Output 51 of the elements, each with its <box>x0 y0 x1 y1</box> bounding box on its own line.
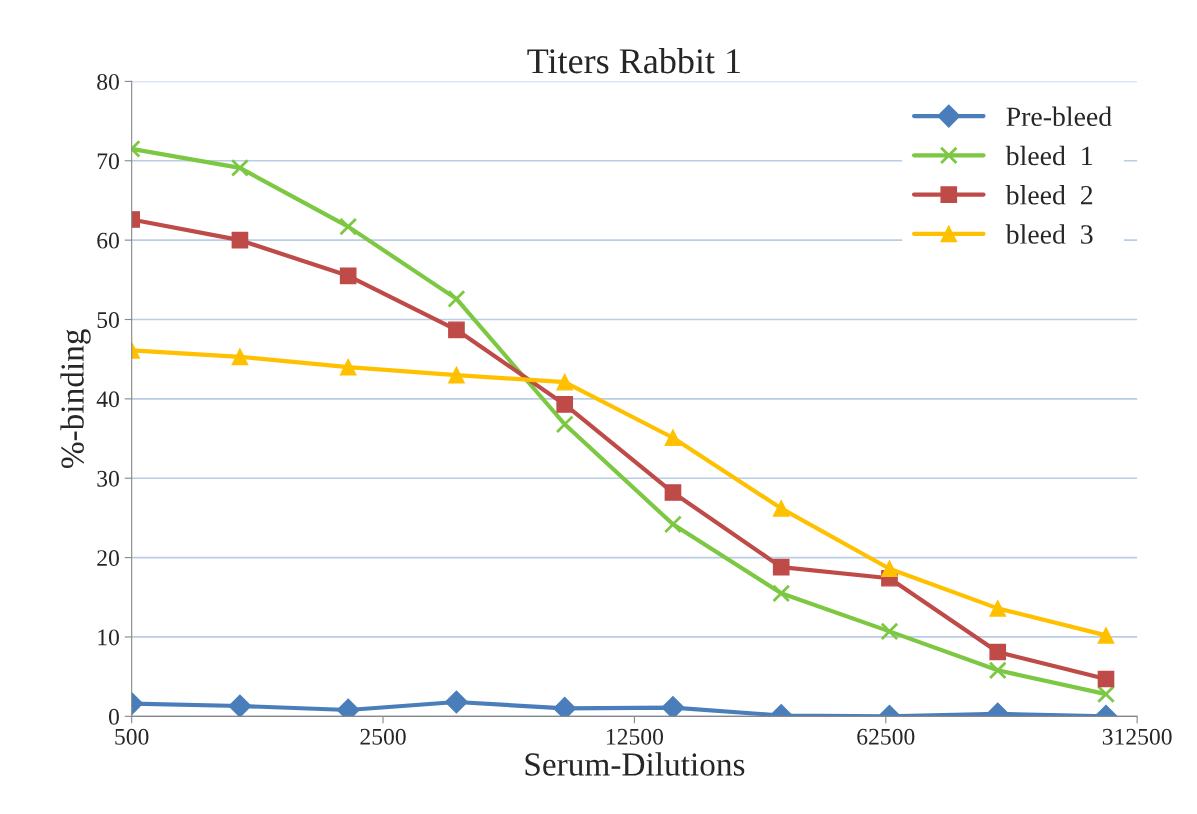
point <box>555 415 574 434</box>
point <box>228 694 252 717</box>
x-tick-label: 500 <box>115 728 149 745</box>
point <box>881 560 898 578</box>
legend-label: bleed 2 <box>1005 185 1093 205</box>
point <box>231 348 249 366</box>
point <box>989 600 1007 617</box>
y-axis-title: %-binding <box>60 329 91 469</box>
point <box>553 696 577 717</box>
y-tick-label: 10 <box>98 629 119 646</box>
point <box>989 643 1007 661</box>
point <box>230 158 249 177</box>
point <box>339 358 357 376</box>
point <box>339 267 357 285</box>
point <box>772 558 790 576</box>
y-tick-label: 20 <box>97 550 119 567</box>
y-tick-label: 0 <box>108 708 119 725</box>
y-tick-label: 30 <box>97 470 119 487</box>
y-tick-label: 70 <box>97 153 119 170</box>
x-tick-label: 312500 <box>1102 728 1172 745</box>
legend-label: bleed 3 <box>1005 224 1093 244</box>
point <box>663 515 682 534</box>
x-axis-title: Serum-Dilutions <box>525 752 745 776</box>
point <box>447 289 466 308</box>
point <box>444 690 468 714</box>
point <box>339 217 358 236</box>
x-tick-label: 12500 <box>606 728 664 745</box>
x-tick-label: 62500 <box>857 728 915 745</box>
y-tick-label: 40 <box>96 391 119 408</box>
point <box>1097 670 1115 688</box>
point <box>231 231 249 249</box>
chart-title: Titers Rabbit 1 <box>527 48 740 74</box>
point <box>556 373 574 391</box>
point <box>556 396 574 413</box>
point <box>448 321 465 339</box>
point <box>661 696 685 717</box>
legend-label: bleed 1 <box>1005 145 1092 166</box>
x-tick-label: 2500 <box>360 728 406 745</box>
point <box>1096 685 1116 704</box>
point <box>664 484 682 501</box>
point <box>880 622 899 641</box>
legend-label: Pre-bleed <box>1006 106 1112 127</box>
point <box>664 429 682 447</box>
point <box>988 661 1007 680</box>
point <box>1097 627 1115 644</box>
point <box>772 584 791 603</box>
y-tick-label: 50 <box>97 311 119 328</box>
point <box>772 500 790 517</box>
point <box>448 366 465 384</box>
y-tick-label: 60 <box>97 232 119 249</box>
y-tick-label: 80 <box>97 73 119 90</box>
